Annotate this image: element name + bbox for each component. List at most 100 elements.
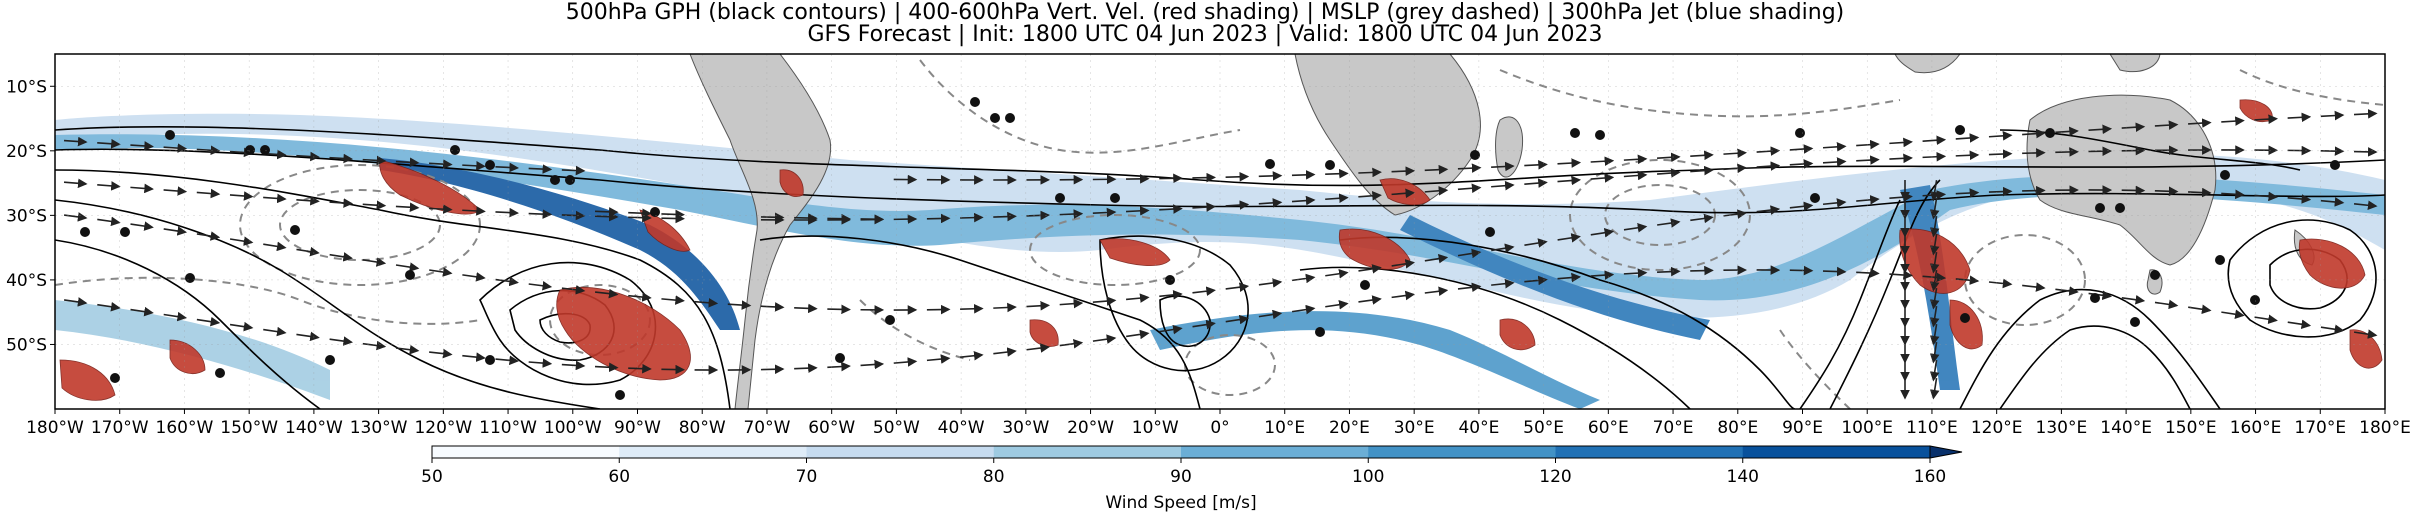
- wind-arrow: [2353, 109, 2378, 119]
- wind-arrow: [1424, 186, 1449, 196]
- wind-arrow: [2287, 319, 2312, 330]
- wind-arrow: [263, 193, 287, 204]
- wind-arrow: [960, 303, 984, 314]
- wind-arrow: [1929, 215, 1940, 238]
- lon-tick-label: 50°W: [873, 418, 920, 438]
- wind-arrow: [1657, 218, 1681, 228]
- lon-tick-label: 80°E: [1717, 418, 1758, 438]
- lat-tick-label: 10°S: [6, 77, 47, 97]
- wind-arrow: [1657, 168, 1681, 178]
- wind-arrow: [163, 311, 188, 322]
- wind-arrow: [196, 145, 221, 156]
- land-masses: [689, 54, 2315, 409]
- gph-contours: [55, 125, 2385, 409]
- wind-arrow: [594, 207, 619, 217]
- wind-arrow: [1929, 287, 1940, 310]
- wind-arrow: [462, 272, 486, 282]
- lon-tick-label: 30°W: [1002, 418, 1049, 438]
- colorbar-segment: [1368, 446, 1556, 458]
- wind-arrow: [97, 301, 121, 312]
- lon-tick-label: 90°W: [614, 418, 661, 438]
- wind-arrow: [1557, 233, 1581, 243]
- colorbar-segment: [993, 446, 1182, 458]
- lon-tick-label: 100°E: [1841, 418, 1893, 438]
- wind-arrow: [395, 262, 420, 272]
- title-line-1: 500hPa GPH (black contours) | 400-600hPa…: [565, 0, 1845, 25]
- wind-arrow: [296, 151, 320, 162]
- wind-arrow: [1026, 210, 1051, 221]
- wind-arrow: [760, 212, 785, 223]
- colorbar-segment: [1555, 446, 1744, 458]
- colorbar-extend-arrow: [1929, 445, 1963, 459]
- wind-arrow: [1026, 300, 1051, 311]
- wind-arrow: [429, 159, 453, 169]
- wind-arrow: [2287, 112, 2312, 123]
- wind-arrow: [1391, 290, 1416, 301]
- wind-arrow: [2353, 200, 2378, 211]
- colorbar-label: Wind Speed [m/s]: [1105, 493, 1256, 513]
- wind-arrow: [2353, 329, 2378, 339]
- wind-arrow: [2221, 309, 2245, 319]
- wind-arrow: [1922, 151, 1947, 162]
- wind-arrow: [1092, 334, 1117, 344]
- colorbar-tick-label: 80: [983, 467, 1005, 487]
- wind-arrow: [2154, 299, 2179, 310]
- wind-arrow: [1258, 309, 1283, 320]
- wind-arrow: [1159, 204, 1183, 214]
- wind-vectors: [63, 109, 2378, 400]
- wind-arrow: [1291, 273, 1316, 284]
- wind-arrow: [694, 297, 719, 308]
- wind-arrow: [1325, 269, 1349, 279]
- wind-arrow: [1159, 324, 1183, 335]
- lon-tick-label: 180°E: [2359, 418, 2410, 438]
- map-area: [55, 54, 2385, 409]
- wind-arrow: [1159, 290, 1183, 300]
- wind-arrow: [561, 360, 586, 371]
- lon-tick-label: 80°W: [679, 418, 726, 438]
- wind-arrow: [1929, 359, 1940, 382]
- africa-land: [1294, 54, 1481, 216]
- wind-arrow: [1491, 243, 1515, 253]
- wind-arrow: [1929, 305, 1940, 328]
- wind-arrow: [2188, 118, 2212, 128]
- wind-arrow: [528, 358, 553, 368]
- wind-arrow: [1491, 161, 1515, 172]
- wind-arrow: [229, 321, 254, 332]
- wind-arrow: [1590, 228, 1615, 238]
- wind-arrow: [628, 212, 652, 223]
- wind-arrow: [1325, 168, 1349, 179]
- wind-arrow: [1325, 299, 1349, 310]
- lon-tick-label: 150°E: [2165, 418, 2217, 438]
- wind-arrow: [1955, 188, 1980, 198]
- wind-arrow: [1988, 278, 2013, 289]
- wind-arrow: [462, 161, 486, 171]
- wind-arrow: [2055, 147, 2079, 157]
- wind-arrow: [2287, 194, 2312, 204]
- wind-arrow: [528, 209, 553, 219]
- wind-arrow: [2022, 148, 2046, 158]
- wind-arrow: [1623, 268, 1648, 278]
- wind-arrow: [462, 206, 486, 216]
- wind-arrow: [594, 288, 619, 299]
- wind-arrow: [528, 164, 553, 174]
- lat-tick-label: 30°S: [6, 206, 47, 226]
- wind-arrow: [1929, 251, 1940, 274]
- wind-arrow: [594, 211, 619, 222]
- lon-tick-label: 130°W: [350, 418, 408, 438]
- wind-arrow: [594, 362, 619, 373]
- wind-arrow: [1723, 148, 1747, 159]
- wind-arrow: [528, 280, 553, 291]
- wind-arrow: [163, 226, 188, 236]
- wind-arrow: [1889, 153, 1913, 164]
- wind-arrow: [296, 246, 320, 257]
- wind-arrow: [329, 198, 354, 208]
- wind-arrow: [1922, 135, 1947, 146]
- wind-arrow: [1690, 213, 1714, 224]
- wind-arrow: [1929, 179, 1940, 202]
- wind-arrow: [1988, 186, 2013, 197]
- wind-arrow: [1690, 165, 1714, 176]
- wind-arrow: [1590, 270, 1615, 280]
- wind-arrow: [1955, 133, 1980, 143]
- wind-arrow: [362, 257, 387, 267]
- wind-arrow: [760, 302, 785, 312]
